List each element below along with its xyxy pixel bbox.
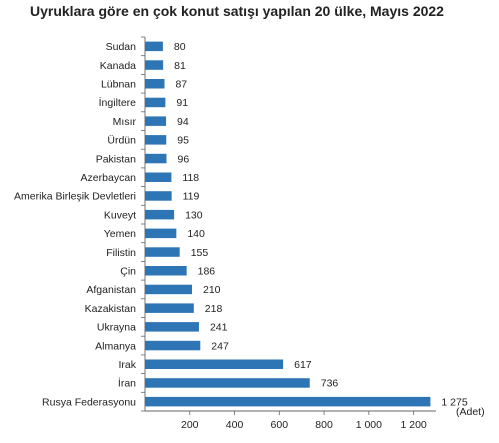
bars-layer: 80 81 87 91 94 95 96 118 119 130 140 155 186 210 218 24…	[145, 41, 468, 408]
category-label: Kazakistan	[85, 303, 137, 315]
bar	[145, 247, 180, 257]
bar	[145, 97, 166, 108]
x-tick-label: 1 000	[356, 419, 382, 431]
bar	[145, 79, 165, 89]
data-label: 1 275	[441, 396, 467, 408]
data-label: 218	[205, 303, 223, 315]
data-label: 186	[198, 265, 216, 277]
category-label: Almanya	[95, 340, 136, 352]
data-label: 87	[175, 78, 187, 90]
category-label: İngiltere	[99, 96, 137, 109]
data-label: 118	[182, 172, 199, 184]
bar	[145, 266, 187, 276]
category-label: Yemen	[104, 228, 136, 240]
bar	[145, 359, 284, 369]
data-label: 130	[185, 209, 203, 221]
x-tick-label: 800	[315, 419, 333, 431]
category-label: Amerika Birleşik Devletleri	[14, 191, 136, 203]
data-label: 94	[177, 116, 189, 128]
data-label: 96	[177, 153, 189, 165]
bar	[145, 191, 172, 201]
data-label: 241	[210, 322, 228, 334]
data-label: 80	[174, 41, 186, 53]
x-axis-unit-label: (Adet)	[456, 406, 485, 418]
bar	[145, 228, 177, 239]
category-label: Sudan	[106, 41, 137, 53]
category-label: İran	[118, 377, 136, 390]
bar	[145, 303, 194, 313]
bar	[145, 209, 175, 220]
bar	[145, 322, 199, 332]
chart-title: Uyruklara göre en çok konut satışı yapıl…	[30, 3, 444, 19]
category-label: Çin	[120, 265, 136, 277]
category-label: Irak	[118, 359, 136, 371]
category-label: Ukrayna	[97, 322, 136, 334]
category-label: Lübnan	[101, 78, 136, 90]
x-tick-label: 200	[181, 419, 199, 431]
category-label: Filistin	[106, 247, 136, 259]
bar	[145, 172, 172, 182]
category-label: Azerbaycan	[81, 172, 137, 184]
bar	[145, 340, 201, 351]
category-label: Pakistan	[96, 153, 136, 165]
data-label: 155	[191, 247, 209, 259]
data-label: 617	[294, 359, 312, 371]
category-label: Afganistan	[86, 284, 136, 296]
category-label: Ürdün	[107, 135, 136, 147]
category-label: Kuveyt	[104, 209, 136, 221]
category-label: Kanada	[100, 60, 136, 72]
data-label: 247	[211, 340, 229, 352]
bar	[145, 396, 431, 407]
category-label: Mısır	[113, 116, 137, 128]
x-tick-label: 400	[226, 419, 244, 431]
data-label: 95	[177, 135, 189, 147]
bar	[145, 378, 310, 388]
data-label: 119	[183, 191, 200, 203]
category-label: Rusya Federasyonu	[42, 396, 136, 408]
bar	[145, 284, 193, 295]
bar	[145, 135, 167, 145]
data-label: 736	[321, 378, 339, 390]
data-label: 81	[174, 60, 186, 72]
data-label: 91	[176, 97, 188, 109]
x-tick-label: 600	[271, 419, 289, 431]
axes-layer: Sudan Kanada Lübnan İngiltere Mısır Ürdün Paki…	[14, 36, 485, 431]
bar	[145, 60, 164, 70]
x-tick-label: 1 200	[400, 419, 426, 431]
bar	[145, 153, 167, 164]
data-label: 140	[187, 228, 205, 240]
bar	[145, 116, 167, 126]
data-label: 210	[203, 284, 221, 296]
bar	[145, 41, 163, 52]
